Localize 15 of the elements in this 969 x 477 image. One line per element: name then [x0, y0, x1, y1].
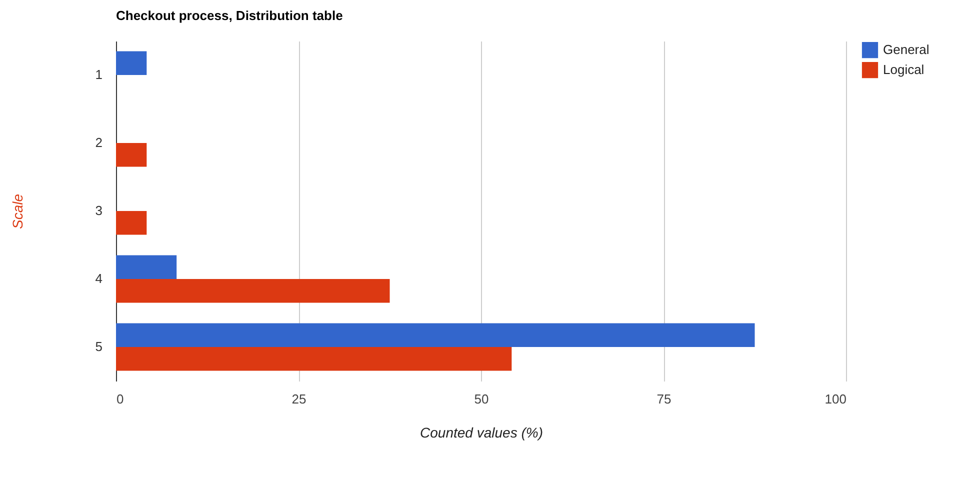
x-tick-label: 75 [656, 392, 672, 406]
legend-label: Logical [883, 62, 924, 77]
chart-title: Checkout process, Distribution table [116, 8, 343, 23]
y-tick-label: 4 [95, 271, 102, 286]
x-axis-title: Counted values (%) [420, 424, 543, 440]
y-tick-label: 2 [95, 135, 102, 150]
x-tick-label: 0 [116, 392, 124, 406]
y-tick-label: 1 [95, 67, 102, 82]
x-tick-label: 100 [824, 392, 846, 406]
x-tick-label: 25 [292, 392, 306, 406]
legend-label: General [883, 42, 930, 57]
x-tick-label: 50 [474, 392, 489, 406]
y-axis-title: Scale [9, 194, 26, 230]
y-tick-label: 3 [95, 203, 102, 218]
y-tick-label: 5 [95, 339, 102, 354]
